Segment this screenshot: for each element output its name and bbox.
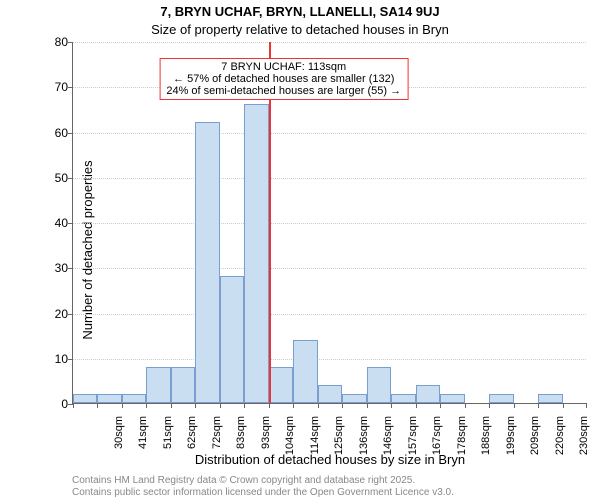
x-tick-mark <box>97 403 98 408</box>
x-tick-label: 41sqm <box>137 416 149 466</box>
x-tick-mark <box>489 403 490 408</box>
y-tick-mark <box>68 223 73 224</box>
histogram-bar <box>391 394 415 403</box>
histogram-bar <box>293 340 317 403</box>
x-tick-label: 157sqm <box>407 416 419 466</box>
histogram-bar <box>367 367 391 403</box>
y-tick-label: 50 <box>40 171 68 185</box>
x-tick-mark <box>563 403 564 408</box>
x-tick-mark <box>171 403 172 408</box>
grid-line <box>73 314 586 315</box>
y-tick-label: 20 <box>40 307 68 321</box>
y-tick-label: 80 <box>40 35 68 49</box>
x-tick-mark <box>416 403 417 408</box>
x-tick-mark <box>220 403 221 408</box>
histogram-bar <box>440 394 464 403</box>
histogram-bar <box>195 122 219 403</box>
grid-line <box>73 223 586 224</box>
x-tick-label: 93sqm <box>260 416 272 466</box>
x-tick-mark <box>586 403 587 408</box>
x-tick-label: 188sqm <box>480 416 492 466</box>
histogram-bar <box>244 104 268 403</box>
x-tick-mark <box>195 403 196 408</box>
histogram-chart: 7, BRYN UCHAF, BRYN, LLANELLI, SA14 9UJ … <box>0 0 600 500</box>
histogram-bar <box>146 367 170 403</box>
histogram-bar <box>416 385 440 403</box>
y-tick-label: 70 <box>40 80 68 94</box>
x-tick-label: 220sqm <box>554 416 566 466</box>
y-tick-mark <box>68 87 73 88</box>
x-tick-label: 72sqm <box>211 416 223 466</box>
attribution-line1: Contains HM Land Registry data © Crown c… <box>72 475 415 486</box>
grid-line <box>73 42 586 43</box>
x-tick-mark <box>122 403 123 408</box>
y-tick-mark <box>68 314 73 315</box>
x-tick-mark <box>293 403 294 408</box>
x-tick-label: 51sqm <box>162 416 174 466</box>
histogram-bar <box>269 367 293 403</box>
x-tick-label: 146sqm <box>382 416 394 466</box>
histogram-bar <box>73 394 97 403</box>
y-tick-label: 30 <box>40 261 68 275</box>
x-tick-mark <box>391 403 392 408</box>
x-tick-label: 125sqm <box>333 416 345 466</box>
x-tick-label: 104sqm <box>284 416 296 466</box>
y-tick-mark <box>68 178 73 179</box>
x-tick-label: 136sqm <box>358 416 370 466</box>
histogram-bar <box>538 394 562 403</box>
x-tick-label: 230sqm <box>578 416 590 466</box>
y-tick-mark <box>68 42 73 43</box>
annotation-line2: ← 57% of detached houses are smaller (13… <box>166 73 401 85</box>
x-tick-label: 114sqm <box>309 416 321 466</box>
x-tick-mark <box>318 403 319 408</box>
grid-line <box>73 133 586 134</box>
y-tick-label: 10 <box>40 352 68 366</box>
attribution-line2: Contains public sector information licen… <box>72 487 454 498</box>
histogram-bar <box>97 394 121 403</box>
x-tick-mark <box>73 403 74 408</box>
x-tick-label: 209sqm <box>529 416 541 466</box>
x-tick-label: 62sqm <box>186 416 198 466</box>
grid-line <box>73 359 586 360</box>
y-tick-mark <box>68 359 73 360</box>
y-tick-mark <box>68 133 73 134</box>
annotation-line3: 24% of semi-detached houses are larger (… <box>166 85 401 97</box>
annotation-line1: 7 BRYN UCHAF: 113sqm <box>166 61 401 73</box>
chart-title-line2: Size of property relative to detached ho… <box>0 22 600 37</box>
histogram-bar <box>122 394 146 403</box>
x-tick-label: 83sqm <box>235 416 247 466</box>
histogram-bar <box>220 276 244 403</box>
x-tick-mark <box>269 403 270 408</box>
x-tick-label: 199sqm <box>505 416 517 466</box>
x-tick-label: 178sqm <box>456 416 468 466</box>
y-tick-label: 60 <box>40 126 68 140</box>
plot-area: 7 BRYN UCHAF: 113sqm← 57% of detached ho… <box>72 42 586 404</box>
grid-line <box>73 178 586 179</box>
x-tick-mark <box>342 403 343 408</box>
x-tick-label: 167sqm <box>431 416 443 466</box>
histogram-bar <box>171 367 195 403</box>
x-tick-mark <box>514 403 515 408</box>
annotation-box: 7 BRYN UCHAF: 113sqm← 57% of detached ho… <box>159 58 408 100</box>
x-tick-label: 30sqm <box>113 416 125 466</box>
x-tick-mark <box>367 403 368 408</box>
x-tick-mark <box>440 403 441 408</box>
x-tick-mark <box>146 403 147 408</box>
histogram-bar <box>342 394 366 403</box>
x-tick-mark <box>538 403 539 408</box>
y-tick-label: 0 <box>40 397 68 411</box>
histogram-bar <box>489 394 513 403</box>
chart-title-line1: 7, BRYN UCHAF, BRYN, LLANELLI, SA14 9UJ <box>0 4 600 19</box>
y-tick-label: 40 <box>40 216 68 230</box>
x-tick-mark <box>244 403 245 408</box>
y-tick-mark <box>68 268 73 269</box>
grid-line <box>73 268 586 269</box>
histogram-bar <box>318 385 342 403</box>
x-tick-mark <box>465 403 466 408</box>
